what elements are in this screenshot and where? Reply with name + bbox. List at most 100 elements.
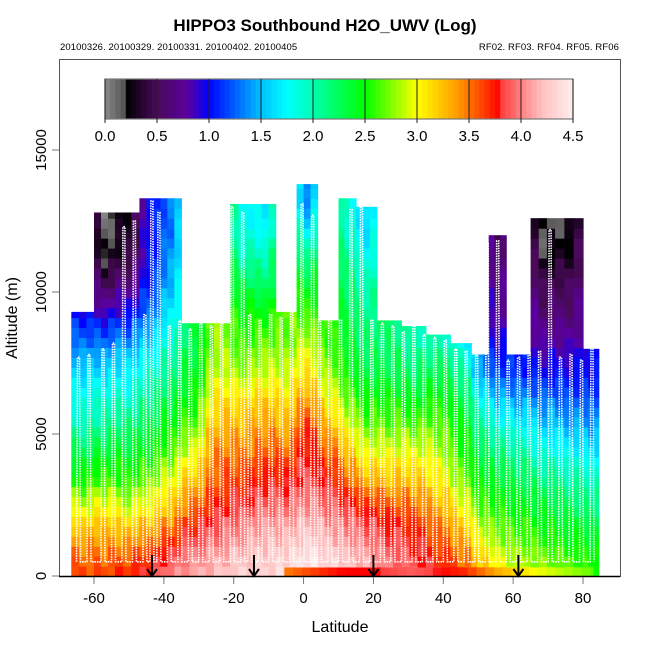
heatmap-cell xyxy=(324,466,333,478)
heatmap-cell xyxy=(230,566,239,577)
heatmap-cell xyxy=(86,367,95,378)
heatmap-cell xyxy=(261,228,270,239)
heatmap-cell xyxy=(160,466,168,478)
heatmap-cell xyxy=(261,257,270,269)
heatmap-cell xyxy=(303,357,312,368)
heatmap-cell xyxy=(238,228,248,239)
heatmap-cell xyxy=(100,486,109,498)
heatmap-cell xyxy=(538,456,548,468)
heatmap-cell xyxy=(324,506,333,517)
heatmap-cell xyxy=(114,416,124,428)
heatmap-cell xyxy=(514,456,524,468)
heatmap-cell xyxy=(167,416,175,428)
heatmap-cell xyxy=(282,387,291,398)
heatmap-cell xyxy=(401,387,411,398)
heatmap-cell xyxy=(303,208,312,219)
heatmap-cell xyxy=(538,546,548,557)
heatmap-cell xyxy=(457,456,465,468)
heatmap-cell xyxy=(538,247,548,259)
heatmap-cell xyxy=(471,426,478,438)
heatmap-cell xyxy=(350,496,357,508)
heatmap-cell xyxy=(310,238,319,249)
heatmap-cell xyxy=(230,546,239,557)
heatmap-cell xyxy=(369,476,378,488)
heatmap-cell xyxy=(160,247,168,259)
heatmap-cell xyxy=(393,426,402,438)
heatmap-cell xyxy=(94,407,102,418)
colorbar-swatch xyxy=(443,79,449,119)
heatmap-cell xyxy=(338,218,345,229)
heatmap-cell xyxy=(344,337,351,348)
heatmap-cell xyxy=(471,397,478,408)
heatmap-cell xyxy=(310,257,319,269)
heatmap-cell xyxy=(139,287,147,299)
heatmap-cell xyxy=(238,496,248,508)
heatmap-cell xyxy=(94,486,102,498)
heatmap-cell xyxy=(100,238,109,249)
heatmap-cell xyxy=(344,536,351,547)
heatmap-cell xyxy=(189,426,199,438)
heatmap-cell xyxy=(344,257,351,269)
heatmap-cell xyxy=(114,377,124,388)
heatmap-cell xyxy=(500,456,507,468)
heatmap-cell xyxy=(238,307,248,319)
heatmap-cell xyxy=(362,208,371,219)
heatmap-cell xyxy=(160,337,168,348)
heatmap-cell xyxy=(181,476,191,488)
heatmap-cell xyxy=(344,277,351,289)
heatmap-cell xyxy=(296,188,305,199)
heatmap-cell xyxy=(114,238,124,249)
heatmap-cell xyxy=(417,326,427,329)
heatmap-cell xyxy=(555,466,565,478)
heatmap-cell xyxy=(310,247,319,259)
heatmap-cell xyxy=(289,536,298,547)
heatmap-cell xyxy=(538,446,548,458)
heatmap-cell xyxy=(238,367,248,378)
heatmap-cell xyxy=(230,456,239,468)
heatmap-cell xyxy=(94,546,102,557)
heatmap-cell xyxy=(425,334,435,339)
heatmap-cell xyxy=(238,337,248,348)
heatmap-cell xyxy=(94,238,102,249)
heatmap-cell xyxy=(488,426,496,438)
heatmap-cell xyxy=(254,347,263,358)
heatmap-cell xyxy=(514,407,524,418)
heatmap-cell xyxy=(500,347,507,358)
heatmap-cell xyxy=(268,566,277,577)
heatmap-cell xyxy=(573,287,584,299)
surface-strip-cell xyxy=(319,567,329,576)
heatmap-cell xyxy=(254,397,263,408)
heatmap-cell xyxy=(282,416,291,428)
heatmap-cell xyxy=(324,397,333,408)
heatmap-cell xyxy=(100,556,109,567)
heatmap-cell xyxy=(131,367,141,378)
heatmap-cell xyxy=(254,367,263,378)
heatmap-cell xyxy=(488,367,496,378)
heatmap-cell xyxy=(94,277,102,289)
heatmap-cell xyxy=(222,566,231,577)
heatmap-cell xyxy=(303,297,312,309)
heatmap-cell xyxy=(174,277,182,289)
heatmap-cell xyxy=(254,257,263,269)
heatmap-cell xyxy=(303,546,312,557)
y-tick-label: 15000 xyxy=(33,129,50,171)
heatmap-cell xyxy=(369,307,378,319)
surface-strip-cell xyxy=(389,567,399,576)
heatmap-cell xyxy=(344,506,351,517)
heatmap-cell xyxy=(131,377,141,388)
heatmap-cell xyxy=(350,228,357,239)
heatmap-cell xyxy=(355,546,364,557)
heatmap-cell xyxy=(555,416,565,428)
x-tick-label: -20 xyxy=(223,590,245,607)
heatmap-cell xyxy=(131,566,141,577)
heatmap-cell xyxy=(230,387,239,398)
heatmap-cell xyxy=(238,466,248,478)
heatmap-cell xyxy=(593,357,600,368)
heatmap-cell xyxy=(230,337,239,348)
heatmap-cell xyxy=(494,347,501,358)
heatmap-cell xyxy=(555,536,565,547)
heatmap-cell xyxy=(409,326,419,329)
heatmap-cell xyxy=(538,267,548,279)
heatmap-cell xyxy=(261,526,270,537)
heatmap-cell xyxy=(174,307,182,319)
